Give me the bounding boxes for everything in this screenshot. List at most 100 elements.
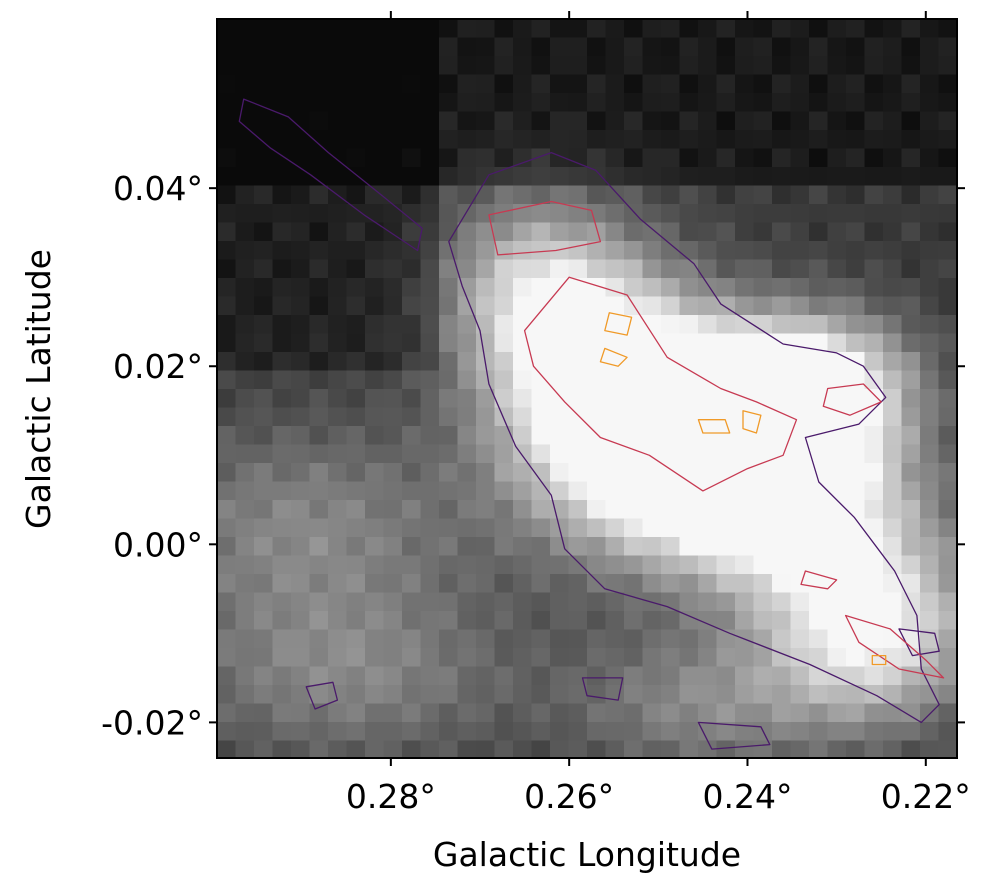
- image-pixel: [920, 666, 940, 686]
- image-pixel: [624, 19, 644, 39]
- image-pixel: [587, 426, 607, 446]
- image-pixel: [272, 93, 292, 113]
- image-pixel: [624, 722, 644, 742]
- image-pixel: [291, 537, 311, 557]
- image-pixel: [439, 389, 459, 409]
- image-pixel: [420, 111, 440, 131]
- image-pixel: [735, 648, 755, 668]
- image-pixel: [217, 204, 237, 224]
- image-pixel: [531, 19, 551, 39]
- image-pixel: [346, 352, 366, 372]
- image-pixel: [809, 56, 829, 76]
- image-pixel: [587, 370, 607, 390]
- image-pixel: [772, 241, 792, 261]
- image-pixel: [790, 685, 810, 705]
- image-pixel: [365, 352, 385, 372]
- image-pixel: [217, 259, 237, 279]
- image-pixel: [790, 389, 810, 409]
- image-pixel: [827, 648, 847, 668]
- image-pixel: [605, 685, 625, 705]
- image-pixel: [809, 611, 829, 631]
- image-pixel: [457, 352, 477, 372]
- image-pixel: [531, 555, 551, 575]
- image-pixel: [494, 278, 514, 298]
- image-pixel: [809, 130, 829, 150]
- image-pixel: [790, 167, 810, 187]
- image-pixel: [679, 93, 699, 113]
- image-pixel: [402, 56, 422, 76]
- image-pixel: [291, 167, 311, 187]
- image-pixel: [605, 426, 625, 446]
- image-pixel: [846, 444, 866, 464]
- image-pixel: [938, 722, 957, 742]
- image-pixel: [383, 278, 403, 298]
- image-pixel: [494, 685, 514, 705]
- image-pixel: [383, 426, 403, 446]
- image-pixel: [864, 167, 884, 187]
- image-pixel: [272, 463, 292, 483]
- image-pixel: [846, 629, 866, 649]
- image-pixel: [346, 703, 366, 723]
- image-pixel: [790, 518, 810, 538]
- image-pixel: [439, 555, 459, 575]
- image-pixel: [605, 296, 625, 316]
- image-pixel: [439, 537, 459, 557]
- image-pixel: [790, 444, 810, 464]
- image-pixel: [938, 352, 957, 372]
- image-pixel: [383, 666, 403, 686]
- image-pixel: [920, 185, 940, 205]
- image-pixel: [735, 93, 755, 113]
- image-pixel: [402, 130, 422, 150]
- image-pixel: [309, 666, 329, 686]
- image-pixel: [365, 278, 385, 298]
- image-pixel: [494, 555, 514, 575]
- image-pixel: [772, 666, 792, 686]
- image-pixel: [920, 648, 940, 668]
- image-pixel: [753, 592, 773, 612]
- contour-level-1-small-blob-2: [581, 677, 624, 701]
- image-pixel: [272, 278, 292, 298]
- image-pixel: [217, 352, 237, 372]
- image-pixel: [883, 259, 903, 279]
- image-pixel: [772, 426, 792, 446]
- image-pixel: [938, 333, 957, 353]
- image-pixel: [476, 241, 496, 261]
- image-pixel: [809, 555, 829, 575]
- image-pixel: [402, 296, 422, 316]
- image-pixel: [272, 574, 292, 594]
- image-pixel: [790, 592, 810, 612]
- image-pixel: [383, 500, 403, 520]
- image-pixel: [716, 37, 736, 57]
- image-pixel: [235, 592, 255, 612]
- image-pixel: [809, 222, 829, 242]
- image-pixel: [550, 352, 570, 372]
- image-pixel: [735, 722, 755, 742]
- image-pixel: [809, 93, 829, 113]
- image-pixel: [661, 19, 681, 39]
- image-pixel: [605, 703, 625, 723]
- image-pixel: [217, 481, 237, 501]
- image-pixel: [272, 315, 292, 335]
- image-pixel: [550, 241, 570, 261]
- image-pixel: [698, 296, 718, 316]
- image-pixel: [753, 74, 773, 94]
- image-pixel: [457, 333, 477, 353]
- image-pixel: [864, 93, 884, 113]
- image-pixel: [568, 611, 588, 631]
- image-pixel: [661, 666, 681, 686]
- image-pixel: [716, 574, 736, 594]
- image-pixel: [309, 315, 329, 335]
- image-pixel: [624, 592, 644, 612]
- image-pixel: [938, 555, 957, 575]
- image-pixel: [920, 685, 940, 705]
- image-pixel: [827, 19, 847, 39]
- image-pixel: [679, 518, 699, 538]
- image-pixel: [346, 629, 366, 649]
- image-pixel: [716, 555, 736, 575]
- contour-level-3-peak-5: [871, 654, 887, 666]
- image-pixel: [846, 93, 866, 113]
- image-pixel: [920, 740, 940, 758]
- image-pixel: [309, 241, 329, 261]
- image-pixel: [365, 315, 385, 335]
- image-pixel: [254, 74, 274, 94]
